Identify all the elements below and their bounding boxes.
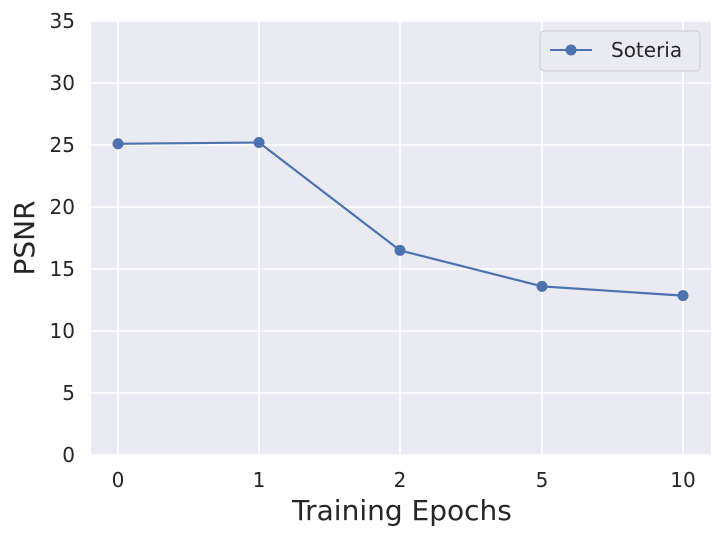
y-tick-label: 0 (62, 443, 75, 467)
y-tick-label: 30 (50, 71, 75, 95)
y-tick-label: 25 (50, 133, 75, 157)
y-tick-label: 35 (50, 9, 75, 33)
y-axis-title: PSNR (8, 200, 41, 275)
y-tick-labels: 0 5 10 15 20 25 30 35 (50, 9, 75, 467)
y-tick-label: 5 (62, 381, 75, 405)
data-point (112, 138, 124, 150)
data-point (677, 290, 689, 302)
y-tick-label: 10 (50, 319, 75, 343)
data-point (394, 244, 406, 256)
x-tick-labels: 0 1 2 5 10 (112, 468, 696, 492)
x-tick-label: 0 (112, 468, 125, 492)
legend: Soteria (539, 30, 701, 72)
x-axis-title: Training Epochs (291, 494, 512, 527)
data-point (536, 280, 548, 292)
data-point (253, 137, 265, 149)
series-layer (112, 137, 689, 302)
plot-area (91, 21, 711, 455)
legend-box (539, 30, 701, 72)
x-tick-label: 5 (536, 468, 549, 492)
x-tick-label: 1 (253, 468, 266, 492)
x-tick-label: 2 (394, 468, 407, 492)
legend-marker (565, 44, 577, 56)
y-tick-label: 20 (50, 195, 75, 219)
y-tick-label: 15 (50, 257, 75, 281)
legend-label: Soteria (611, 38, 682, 62)
x-tick-label: 10 (670, 468, 695, 492)
grid (91, 20, 711, 456)
